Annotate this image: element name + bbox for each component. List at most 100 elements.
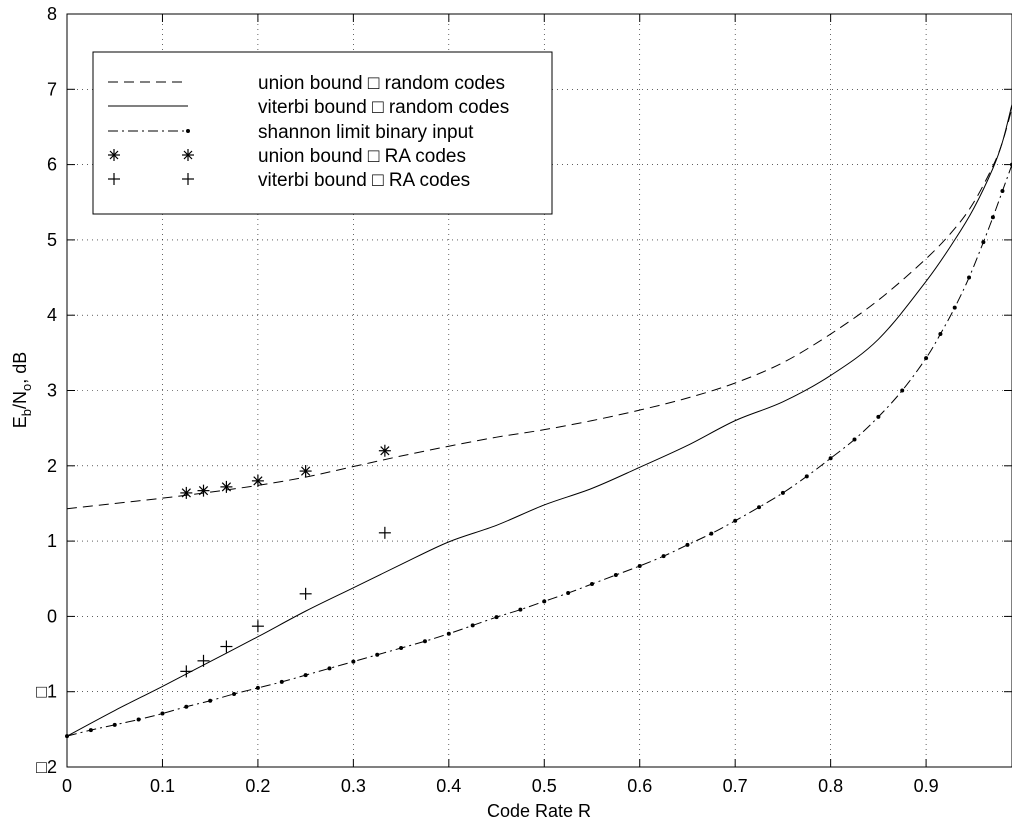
star-marker (220, 480, 233, 493)
data-point (88, 728, 93, 733)
y-tick-label: 1 (47, 531, 57, 551)
legend-entry-4: viterbi bound □ RA codes (108, 170, 470, 191)
data-point (470, 623, 475, 628)
tick-marks (66, 13, 1012, 768)
star-marker (299, 465, 312, 478)
data-point (661, 554, 666, 559)
x-tick-label: 0.3 (341, 776, 366, 796)
x-tick-label: 0.9 (914, 776, 939, 796)
data-point (924, 356, 929, 361)
x-tick-label: 0.6 (627, 776, 652, 796)
data-point (184, 704, 189, 709)
data-point (828, 456, 833, 461)
y-tick-label: 3 (47, 381, 57, 401)
series-line (66, 104, 1012, 737)
data-point (255, 685, 260, 690)
plus-marker (220, 640, 233, 653)
data-point (566, 591, 571, 596)
legend-swatch-star-left (108, 149, 120, 161)
x-tick-label: 0.8 (818, 776, 843, 796)
series-2 (65, 162, 1012, 739)
data-point (351, 659, 356, 664)
plus-marker (197, 654, 210, 667)
data-point (981, 240, 986, 245)
data-point (952, 305, 957, 310)
x-tick-label: 0.4 (436, 776, 461, 796)
legend-entry-3: union bound □ RA codes (108, 146, 466, 167)
data-point (852, 437, 857, 442)
x-tick-label: 0.1 (150, 776, 175, 796)
y-axis-title-tail: , dB (10, 352, 30, 384)
data-point (327, 666, 332, 671)
y-tick-label: 7 (47, 79, 57, 99)
data-point (446, 631, 451, 636)
legend-label-3: union bound □ RA codes (258, 146, 466, 167)
data-point (375, 652, 380, 657)
data-point (733, 518, 738, 523)
y-axis-title-sub2: o (19, 384, 34, 391)
data-point (685, 542, 690, 547)
star-marker (378, 444, 391, 457)
y-tick-label: □2 (36, 757, 57, 777)
data-point (518, 607, 523, 612)
y-axis-title-main: E (10, 416, 30, 428)
data-point (112, 722, 117, 727)
series-1 (66, 104, 1012, 737)
series-4 (180, 526, 391, 678)
y-tick-label: 6 (47, 155, 57, 175)
star-marker (180, 486, 193, 499)
series-layer (65, 104, 1012, 739)
y-tick-label: 4 (47, 305, 57, 325)
data-point (637, 563, 642, 568)
legend-label-4: viterbi bound □ RA codes (258, 170, 470, 191)
legend-swatch-plus-right (182, 173, 194, 185)
data-point (279, 679, 284, 684)
legend: union bound □ random codes viterbi bound… (92, 51, 553, 215)
legend-label-1: viterbi bound □ random codes (258, 97, 509, 118)
star-marker (251, 474, 264, 487)
legend-box (92, 51, 553, 215)
plus-marker (251, 620, 264, 633)
x-tick-label: 0 (62, 776, 72, 796)
data-point (938, 332, 943, 337)
y-axis-title: Eb/No, dB (10, 352, 34, 429)
data-point (990, 215, 995, 220)
plus-marker (378, 526, 391, 539)
data-point (757, 505, 762, 510)
data-point (136, 717, 141, 722)
data-point (804, 474, 809, 479)
legend-swatch-star-right (182, 149, 194, 161)
legend-swatch-plus-left (108, 173, 120, 185)
data-point (1000, 188, 1005, 193)
data-point (160, 711, 165, 716)
legend-entry-0: union bound □ random codes (108, 73, 505, 94)
legend-entry-1: viterbi bound □ random codes (108, 97, 509, 118)
plus-marker (180, 665, 193, 678)
data-point (494, 615, 499, 620)
y-tick-label: □1 (36, 682, 57, 702)
x-tick-label: 0.2 (245, 776, 270, 796)
y-axis-title-mid: /N (10, 391, 30, 409)
tick-labels: 0 0.1 0.2 0.3 0.4 0.5 0.6 0.7 0.8 0.9 □2 □1 0 1 2 3 4 5 6 7… (36, 4, 938, 796)
data-point (303, 673, 308, 678)
x-axis-title: Code Rate R (487, 801, 591, 821)
data-point (613, 572, 618, 577)
series-3 (180, 444, 391, 499)
data-point (876, 414, 881, 419)
data-point (709, 531, 714, 536)
x-tick-label: 0.7 (723, 776, 748, 796)
legend-label-2: shannon limit binary input (258, 122, 474, 143)
legend-swatch-dot-marker (186, 129, 190, 133)
x-tick-label: 0.5 (532, 776, 557, 796)
star-marker (197, 484, 210, 497)
series-line (66, 164, 1012, 737)
plus-marker (299, 587, 312, 600)
y-axis-title-sub1: b (19, 409, 34, 416)
data-point (399, 646, 404, 651)
y-tick-label: 2 (47, 456, 57, 476)
data-point (590, 582, 594, 587)
y-tick-label: 8 (47, 4, 57, 24)
data-point (232, 691, 237, 696)
data-point (208, 698, 213, 703)
